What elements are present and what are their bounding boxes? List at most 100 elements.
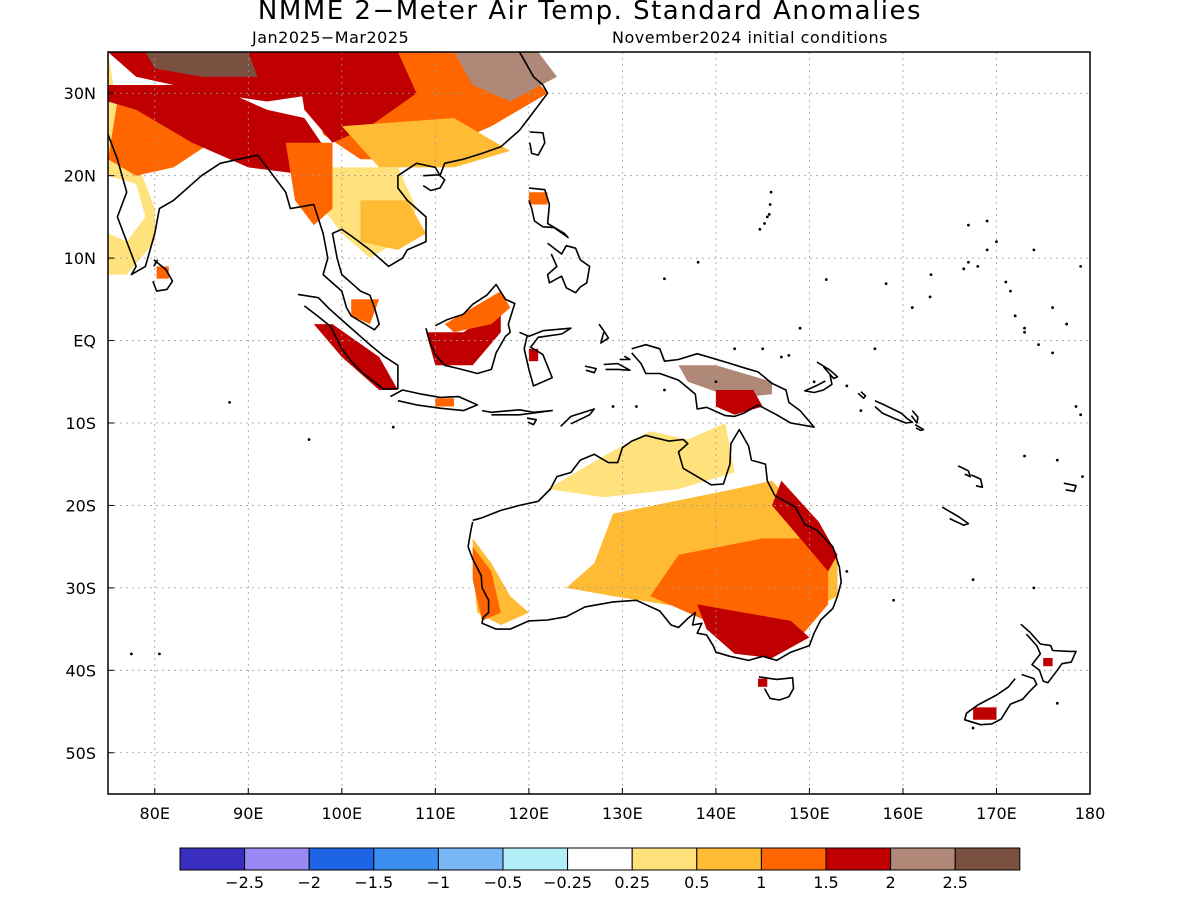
lon-tick-label: 100E — [321, 804, 362, 823]
island — [129, 652, 133, 656]
island — [663, 277, 666, 281]
lon-tick-label: 160E — [883, 804, 924, 823]
island — [1079, 264, 1083, 268]
anomaly-region-tasmania — [758, 678, 768, 687]
lon-tick-label: 80E — [140, 804, 170, 823]
anomaly-region-tibet-extreme-west — [145, 52, 258, 77]
coastlines — [108, 52, 1084, 730]
anomaly-region-india-strong-belt — [108, 85, 333, 176]
coastline — [560, 408, 596, 427]
colorbar-label: 2 — [886, 873, 896, 892]
colorbar: −2.5 −2 −1.5 −1 −0.5 −0.25 0.25 0.5 1 1.5 2 2.5 — [179, 847, 1021, 892]
island — [307, 438, 311, 441]
island — [873, 347, 877, 351]
longitude-ticks: 80E 90E 100E 110E 120E 130E 140E 150E 160E 170E 18… — [140, 788, 1106, 823]
colorbar-label: 2.5 — [942, 873, 967, 892]
island — [1074, 405, 1078, 408]
island — [971, 726, 975, 730]
island — [733, 347, 737, 351]
island — [1055, 701, 1059, 705]
island — [1055, 458, 1059, 462]
colorbar-swatch — [696, 847, 762, 871]
colorbar-swatch — [890, 847, 956, 871]
anomaly-region-china-strong — [295, 52, 417, 143]
lon-tick-label: 90E — [233, 804, 263, 823]
colorbar-swatch — [631, 847, 698, 871]
lon-tick-label: 140E — [696, 804, 737, 823]
island — [824, 278, 828, 281]
island — [845, 570, 849, 573]
island — [1051, 351, 1054, 355]
colorbar-label: 0.5 — [684, 873, 709, 892]
anomaly-region-sulawesi-strong — [528, 348, 539, 362]
island — [995, 240, 998, 244]
colorbar-label: −1 — [427, 873, 451, 892]
coastline — [528, 187, 569, 239]
island — [884, 282, 888, 286]
coastline — [970, 474, 984, 489]
anomaly-region-sumatra-strong — [313, 324, 398, 390]
lat-tick-label: 10S — [65, 414, 96, 433]
island — [985, 248, 989, 252]
island — [635, 405, 638, 408]
coastline — [803, 374, 833, 394]
colorbar-swatch — [825, 847, 892, 871]
coastline — [519, 327, 572, 387]
lat-tick-label: 10N — [64, 249, 96, 268]
colorbar-swatch — [437, 847, 504, 871]
island — [1023, 326, 1026, 330]
coastline — [529, 131, 546, 156]
island — [1013, 314, 1017, 318]
coastline — [758, 676, 795, 701]
lon-tick-label: 120E — [509, 804, 550, 823]
coastline — [425, 283, 516, 375]
anomaly-region-india-light-west — [108, 175, 146, 242]
coastline — [857, 391, 867, 400]
island — [158, 652, 161, 656]
island — [967, 223, 970, 227]
anomaly-region-australia-light-north — [547, 423, 735, 498]
island — [1051, 306, 1054, 309]
island — [812, 380, 816, 384]
lat-tick-label: 40S — [65, 661, 96, 680]
coastline — [467, 428, 843, 662]
island — [798, 326, 802, 330]
coastline — [584, 365, 598, 374]
lat-tick-label: 30S — [65, 579, 96, 598]
colorbar-swatch — [308, 847, 375, 871]
anomaly-region-java-moderate — [435, 398, 454, 407]
island — [962, 267, 966, 271]
coastline — [422, 174, 446, 192]
island — [929, 273, 933, 276]
coastline — [526, 417, 538, 426]
coastline — [481, 408, 554, 416]
island — [769, 190, 773, 194]
island — [892, 598, 895, 602]
anomaly-region-philippines-luzon — [528, 192, 548, 205]
map-title: NMME 2−Meter Air Temp. Standard Anomalie… — [257, 0, 923, 26]
island — [767, 213, 771, 216]
anomaly-region-new-zealand-north — [1043, 658, 1053, 667]
lon-tick-label: 180 — [1075, 804, 1106, 823]
colorbar-swatch — [373, 847, 439, 871]
lon-tick-label: 130E — [602, 804, 643, 823]
initial-conditions: November2024 initial conditions — [612, 28, 888, 47]
coastline — [390, 389, 479, 412]
island — [779, 355, 783, 359]
island — [611, 405, 615, 408]
coastline — [1020, 623, 1077, 684]
lat-tick-label: EQ — [73, 332, 96, 351]
anomaly-region-australia-strong-se — [697, 604, 810, 658]
colorbar-label: −2.5 — [225, 873, 264, 892]
island — [1023, 454, 1026, 458]
latitude-ticks: 30N 20N 10N EQ 10S 20S 30S 40S 50S — [64, 84, 114, 763]
anomaly-region-indochina-moderate — [360, 200, 426, 250]
coastline — [957, 465, 972, 478]
coastline — [631, 343, 815, 428]
island — [714, 380, 718, 384]
island — [758, 227, 762, 231]
anomaly-region-burma-moderate — [285, 142, 333, 226]
coastline — [152, 259, 174, 292]
anomaly-region-china-light — [341, 118, 511, 168]
